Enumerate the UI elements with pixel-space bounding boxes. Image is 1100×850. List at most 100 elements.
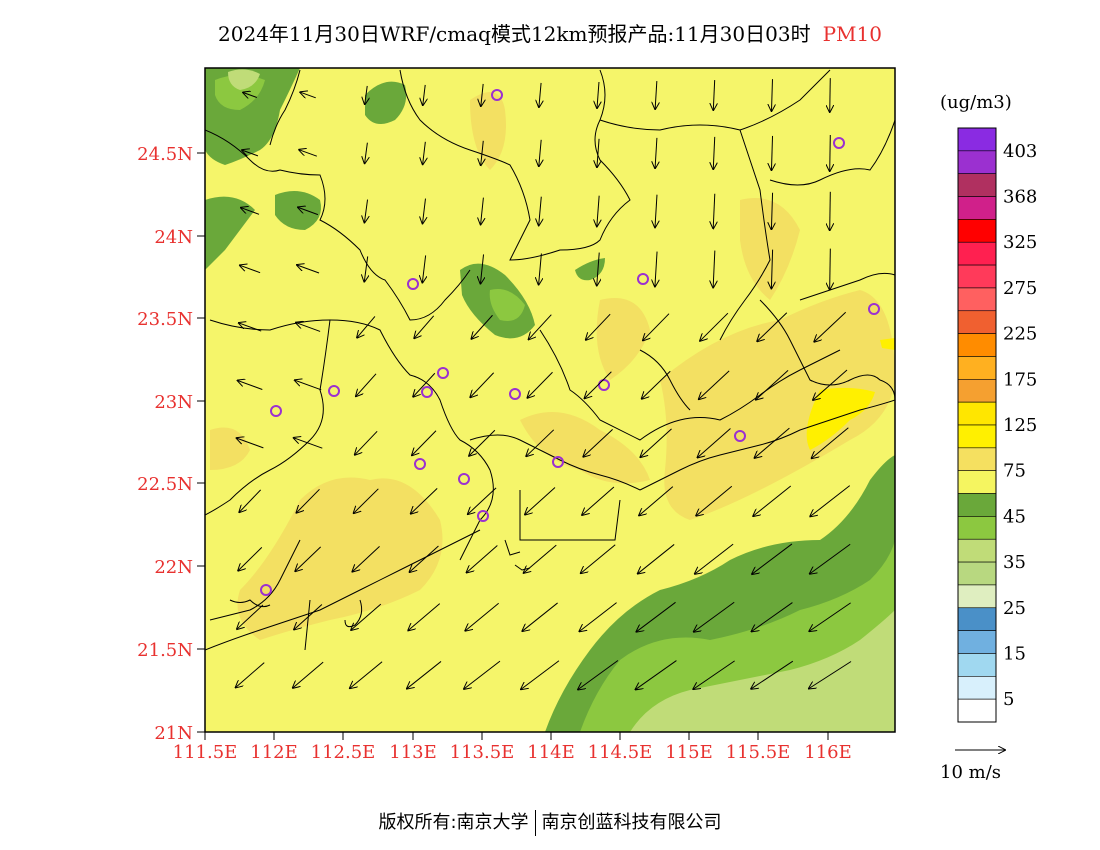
map-frame	[204, 67, 896, 733]
wind-arrow	[236, 662, 265, 688]
lat-label: 24.5N	[137, 144, 193, 165]
colorbar: 403 368 325 275 225 175 125 75 45 35 25 15 5	[957, 127, 1037, 723]
colorbar-segment	[957, 173, 997, 197]
wind-arrow	[813, 369, 848, 400]
city-marker	[598, 379, 610, 391]
wind-arrow	[597, 195, 599, 227]
wind-arrow	[810, 485, 851, 517]
wind-arrow	[752, 602, 793, 632]
wind-arrow	[299, 150, 318, 157]
colorbar-segment	[957, 379, 997, 403]
wind-arrow	[695, 543, 734, 574]
lon-label: 111.5E	[173, 742, 238, 763]
colorbar-segment	[957, 538, 997, 563]
city-markers	[260, 89, 880, 596]
wind-arrow	[830, 78, 831, 112]
wind-arrow	[294, 438, 323, 449]
lon-label: 113E	[389, 742, 437, 763]
wind-arrow	[294, 604, 323, 629]
wind-arrow	[423, 84, 425, 105]
wind-arrow	[636, 660, 677, 690]
colorbar-segment	[957, 493, 997, 517]
wind-arrow	[539, 253, 542, 285]
city-marker	[437, 367, 449, 379]
colorbar-label: 175	[1003, 369, 1037, 390]
wind-arrow	[422, 255, 425, 282]
wind-arrow	[771, 192, 772, 229]
wind-arrow	[352, 546, 380, 571]
wind-arrow	[238, 381, 263, 390]
wind-arrow	[351, 603, 382, 630]
footer-separator	[534, 810, 536, 836]
wind-arrow	[639, 486, 674, 516]
city-marker	[407, 278, 419, 290]
wind-arrow	[771, 135, 772, 170]
wind-arrow	[357, 316, 376, 337]
wind-arrow	[694, 601, 735, 631]
wind-arrow	[597, 252, 599, 286]
colorbar-label: 25	[1003, 598, 1026, 619]
wind-arrow	[585, 371, 612, 399]
wind-arrow	[830, 191, 831, 230]
city-marker	[833, 137, 845, 149]
wind-arrow	[237, 604, 264, 629]
wind-arrow	[296, 323, 321, 332]
wind-arrow	[242, 150, 259, 157]
colorbar-frame	[957, 127, 997, 723]
wind-arrow	[522, 602, 558, 631]
lon-label: 113.5E	[450, 742, 515, 763]
wind-arrow	[293, 661, 324, 688]
city-marker	[734, 430, 746, 442]
colorbar-segment	[957, 196, 997, 220]
footer-left: 版权所有:南京大学	[378, 812, 529, 833]
wind-arrow	[643, 313, 670, 341]
lon-label: 114.5E	[588, 742, 653, 763]
wind-arrow	[655, 137, 657, 168]
wind-arrow	[582, 486, 615, 515]
colorbar-label: 5	[1003, 689, 1014, 710]
wind-arrow	[365, 85, 367, 104]
wind-arrow	[700, 312, 729, 341]
wind-arrow	[480, 254, 483, 283]
wind-arrow	[414, 315, 435, 338]
wind-arrow	[809, 602, 851, 631]
colorbar-segment	[957, 356, 997, 380]
wind-arrow	[300, 92, 316, 98]
wind-arrow	[757, 312, 788, 342]
wind-arrow	[699, 370, 730, 399]
wind-arrow	[239, 489, 262, 512]
lon-label: 116E	[804, 742, 852, 763]
wind-arrow	[354, 488, 379, 513]
wind-arrow	[696, 485, 733, 515]
city-marker	[421, 386, 433, 398]
lat-label: 23.5N	[137, 309, 193, 330]
wind-arrow	[830, 134, 831, 171]
colorbar-segment	[957, 264, 997, 289]
map-area	[205, 68, 895, 732]
wind-arrow	[465, 602, 499, 630]
wind-arrow	[412, 430, 437, 455]
wind-arrow	[810, 543, 851, 573]
lat-label: 21N	[154, 723, 193, 744]
lat-label: 24N	[154, 227, 193, 248]
colorbar-segment	[957, 287, 997, 312]
wind-arrow	[597, 138, 599, 167]
wind-arrow	[597, 81, 599, 108]
wind-arrow	[655, 81, 657, 109]
lon-label: 115E	[665, 742, 713, 763]
lat-label: 21.5N	[137, 640, 193, 661]
colorbar-label: 403	[1003, 141, 1037, 162]
wind-arrow	[753, 485, 792, 516]
latitude-axis: 24.5N 24N 23.5N 23N 22.5N 22N 21.5N 21N	[137, 144, 205, 744]
wind-arrow	[525, 487, 556, 514]
city-marker	[414, 458, 426, 470]
city-marker	[477, 510, 489, 522]
city-marker	[491, 89, 503, 101]
wind-vectors	[236, 78, 852, 690]
city-marker	[552, 456, 564, 468]
wind-arrow	[365, 142, 368, 164]
wind-arrow	[243, 93, 258, 98]
colorbar-segment	[957, 630, 997, 654]
colorbar-segment	[957, 401, 997, 426]
